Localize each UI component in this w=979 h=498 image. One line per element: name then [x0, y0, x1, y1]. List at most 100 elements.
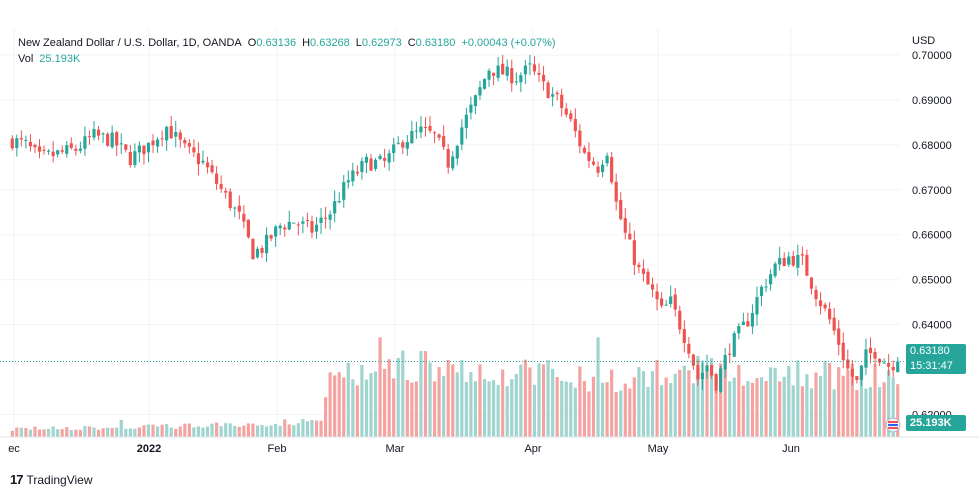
candle-body [337, 201, 341, 203]
candle-body [887, 363, 891, 367]
candle-body [759, 286, 764, 297]
volume-bar [56, 429, 60, 437]
currency-label: USD [912, 35, 936, 47]
candle-body [800, 254, 804, 256]
volume-bar [859, 374, 863, 437]
candle-body [469, 104, 473, 113]
volume-bar [746, 380, 750, 437]
volume-bar [37, 429, 42, 437]
candle-body [215, 173, 219, 184]
candle-body [83, 136, 87, 149]
volume-bar [283, 419, 287, 437]
candle-body [387, 153, 391, 163]
time-tick-label: May [648, 443, 669, 455]
candle-body [519, 75, 523, 83]
candle-body [69, 143, 73, 148]
volume-bar [519, 364, 523, 437]
candle-body [541, 74, 546, 82]
candle-body [828, 308, 832, 320]
candle-body [305, 220, 310, 222]
volume-bar [832, 389, 836, 437]
volume-bar [106, 427, 110, 437]
volume-bar [233, 425, 237, 437]
volume-bar [591, 376, 596, 437]
candle-body [128, 151, 132, 166]
volume-bar [514, 373, 518, 437]
candle-body [278, 225, 282, 229]
volume-bar [778, 381, 782, 437]
candle-body [78, 148, 82, 151]
candle-body [514, 81, 518, 83]
candle-body [700, 372, 705, 380]
candle-body [106, 133, 110, 146]
tradingview-brand[interactable]: 17 TradingView [10, 472, 93, 487]
candle-body [187, 143, 191, 147]
candle-body [201, 160, 205, 163]
candle-body [219, 183, 223, 189]
candle-body [133, 151, 137, 166]
volume-value: 25.193K [39, 53, 81, 65]
volume-bar [887, 370, 891, 437]
volume-bar [705, 364, 709, 437]
candle-body [183, 140, 187, 144]
candle-body [255, 248, 260, 258]
volume-bar [314, 420, 319, 437]
volume-bar [178, 426, 182, 437]
symbol-title[interactable]: New Zealand Dollar / U.S. Dollar, 1D, OA… [18, 37, 242, 49]
candle-body [778, 257, 782, 265]
candle-body [687, 343, 691, 354]
candle-body [237, 205, 241, 212]
volume-bar [346, 362, 350, 437]
volume-bar [246, 423, 250, 437]
volume-bar [632, 377, 636, 437]
volume-bar [896, 384, 900, 437]
candle-body [137, 145, 142, 153]
candle-body [205, 162, 210, 168]
candle-body [251, 238, 255, 260]
volume-bar [96, 429, 101, 437]
volume-bar [219, 426, 223, 437]
volume-bar [260, 424, 264, 437]
candle-body [873, 351, 877, 359]
volume-bar [360, 365, 364, 437]
volume-bar [605, 382, 609, 437]
candle-body [823, 304, 827, 309]
candle-body [587, 152, 591, 161]
candle-body [196, 153, 201, 165]
volume-bar [446, 360, 450, 437]
volume-bar [655, 360, 659, 437]
candle-body [637, 264, 641, 268]
volume-bar [15, 427, 19, 437]
volume-bar [51, 426, 55, 437]
volume-bar [814, 372, 818, 437]
candle-body [464, 114, 468, 128]
volume-bar [582, 380, 587, 437]
volume-label: Vol [18, 53, 34, 65]
volume-bar [828, 363, 832, 437]
candle-body [764, 286, 768, 288]
volume-bar [124, 428, 128, 437]
candle-body [660, 298, 664, 306]
candle-body [242, 213, 246, 222]
close-label: C [407, 37, 416, 49]
volume-bar [678, 369, 682, 437]
candle-body [28, 141, 33, 147]
candle-body [165, 126, 169, 141]
candle-body [496, 65, 500, 78]
candle-body [169, 126, 173, 139]
volume-bar [337, 372, 341, 437]
candle-body [228, 191, 232, 208]
volume-bar [451, 364, 455, 437]
candle-body [787, 256, 791, 265]
time-tick-label: 2022 [137, 443, 161, 455]
volume-bar [128, 428, 132, 437]
price-axis[interactable]: 0.70000 0.69000 0.68000 0.67000 0.66000 0.650… [912, 50, 952, 422]
volume-bar [410, 382, 414, 437]
candle-body [87, 136, 92, 138]
price-tick-label: 0.66000 [912, 230, 952, 242]
time-axis[interactable]: ec 2022 Feb Mar Apr May Jun [8, 443, 800, 455]
candle-body [451, 156, 455, 169]
volume-bar [205, 426, 210, 437]
candle-body [755, 297, 759, 315]
